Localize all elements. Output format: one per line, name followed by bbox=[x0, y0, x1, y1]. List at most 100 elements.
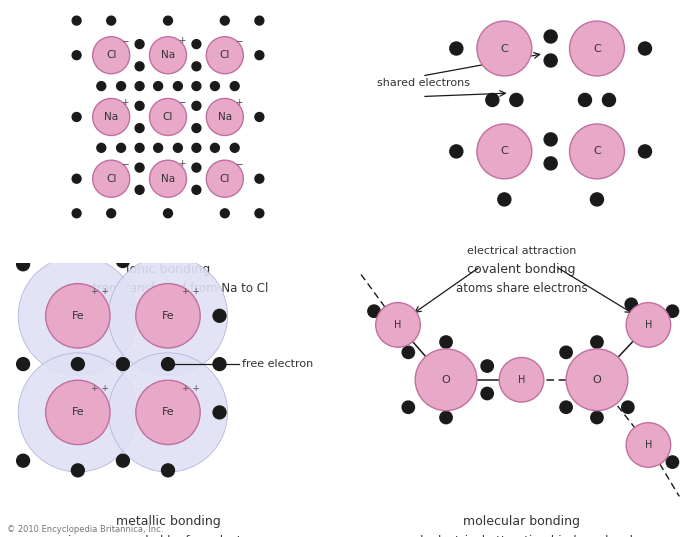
Circle shape bbox=[192, 40, 201, 48]
Circle shape bbox=[206, 160, 244, 197]
Circle shape bbox=[450, 145, 463, 158]
Circle shape bbox=[17, 358, 29, 371]
Circle shape bbox=[135, 101, 144, 110]
Circle shape bbox=[590, 193, 603, 206]
Circle shape bbox=[638, 145, 652, 158]
Circle shape bbox=[72, 51, 81, 60]
Circle shape bbox=[92, 37, 130, 74]
Circle shape bbox=[18, 353, 137, 472]
Circle shape bbox=[72, 209, 81, 217]
Circle shape bbox=[106, 209, 116, 217]
Text: Fe: Fe bbox=[162, 408, 174, 417]
Circle shape bbox=[72, 113, 81, 121]
Circle shape bbox=[570, 21, 624, 76]
Circle shape bbox=[154, 82, 162, 91]
Circle shape bbox=[18, 256, 137, 375]
Circle shape bbox=[135, 185, 144, 194]
Text: electron transferred from Na to Cl: electron transferred from Na to Cl bbox=[68, 282, 268, 295]
Circle shape bbox=[211, 143, 219, 153]
Circle shape bbox=[591, 411, 603, 424]
Text: −: − bbox=[178, 98, 186, 107]
Text: −: − bbox=[121, 159, 129, 169]
Text: Fe: Fe bbox=[162, 311, 174, 321]
Circle shape bbox=[135, 82, 144, 91]
Circle shape bbox=[477, 124, 532, 179]
Text: shared electrons: shared electrons bbox=[377, 78, 470, 88]
Circle shape bbox=[440, 411, 452, 424]
Text: ions surrounded by free electrons: ions surrounded by free electrons bbox=[69, 535, 267, 537]
Circle shape bbox=[136, 284, 200, 348]
Text: +: + bbox=[178, 159, 186, 169]
Text: +: + bbox=[178, 36, 186, 45]
Text: Cl: Cl bbox=[106, 173, 116, 184]
Circle shape bbox=[544, 157, 557, 170]
Circle shape bbox=[213, 358, 226, 371]
Circle shape bbox=[255, 51, 264, 60]
Circle shape bbox=[72, 16, 81, 25]
Circle shape bbox=[92, 98, 130, 135]
Circle shape bbox=[544, 133, 557, 146]
Text: H: H bbox=[645, 440, 652, 450]
Circle shape bbox=[498, 193, 511, 206]
Circle shape bbox=[481, 387, 493, 400]
Circle shape bbox=[162, 358, 174, 371]
Circle shape bbox=[570, 124, 624, 179]
Circle shape bbox=[174, 143, 182, 153]
Text: covalent bonding: covalent bonding bbox=[468, 263, 575, 275]
Circle shape bbox=[108, 353, 228, 472]
Circle shape bbox=[192, 124, 201, 133]
Circle shape bbox=[97, 82, 106, 91]
Circle shape bbox=[638, 42, 652, 55]
Circle shape bbox=[402, 401, 414, 413]
Circle shape bbox=[164, 209, 172, 217]
Text: Cl: Cl bbox=[220, 50, 230, 60]
Circle shape bbox=[590, 0, 603, 7]
Circle shape bbox=[440, 336, 452, 348]
Text: Fe: Fe bbox=[71, 311, 84, 321]
Text: Na: Na bbox=[161, 50, 175, 60]
Circle shape bbox=[150, 98, 186, 135]
Circle shape bbox=[192, 163, 201, 172]
Text: + +: + + bbox=[181, 287, 200, 296]
Circle shape bbox=[46, 284, 110, 348]
Circle shape bbox=[498, 0, 511, 7]
Circle shape bbox=[626, 423, 671, 467]
Circle shape bbox=[622, 401, 634, 413]
Circle shape bbox=[560, 401, 573, 413]
Text: + +: + + bbox=[92, 287, 109, 296]
Circle shape bbox=[71, 358, 84, 371]
Circle shape bbox=[46, 380, 110, 445]
Text: Cl: Cl bbox=[220, 173, 230, 184]
Text: −: − bbox=[235, 159, 242, 169]
Text: free electron: free electron bbox=[242, 359, 314, 369]
Circle shape bbox=[116, 358, 130, 371]
Text: C: C bbox=[593, 43, 601, 54]
Circle shape bbox=[560, 346, 573, 359]
Circle shape bbox=[135, 163, 144, 172]
Circle shape bbox=[213, 406, 226, 419]
Circle shape bbox=[255, 209, 264, 217]
Circle shape bbox=[510, 93, 523, 106]
Circle shape bbox=[481, 360, 493, 372]
Circle shape bbox=[376, 303, 420, 347]
Circle shape bbox=[192, 143, 201, 153]
Circle shape bbox=[154, 143, 162, 153]
Circle shape bbox=[625, 298, 638, 310]
Text: Na: Na bbox=[104, 112, 118, 122]
Text: © 2010 Encyclopedia Britannica, Inc.: © 2010 Encyclopedia Britannica, Inc. bbox=[7, 525, 163, 534]
Circle shape bbox=[192, 101, 201, 110]
Circle shape bbox=[192, 185, 201, 194]
Circle shape bbox=[415, 349, 477, 411]
Circle shape bbox=[206, 98, 244, 135]
Text: +: + bbox=[235, 98, 242, 107]
Text: weak electrical attraction binds molecules: weak electrical attraction binds molecul… bbox=[396, 535, 647, 537]
Circle shape bbox=[17, 258, 29, 271]
Text: + +: + + bbox=[181, 384, 200, 393]
Text: C: C bbox=[500, 43, 508, 54]
Circle shape bbox=[220, 16, 230, 25]
Circle shape bbox=[71, 464, 84, 477]
Circle shape bbox=[486, 93, 499, 106]
Circle shape bbox=[230, 143, 239, 153]
Circle shape bbox=[544, 30, 557, 43]
Circle shape bbox=[135, 143, 144, 153]
